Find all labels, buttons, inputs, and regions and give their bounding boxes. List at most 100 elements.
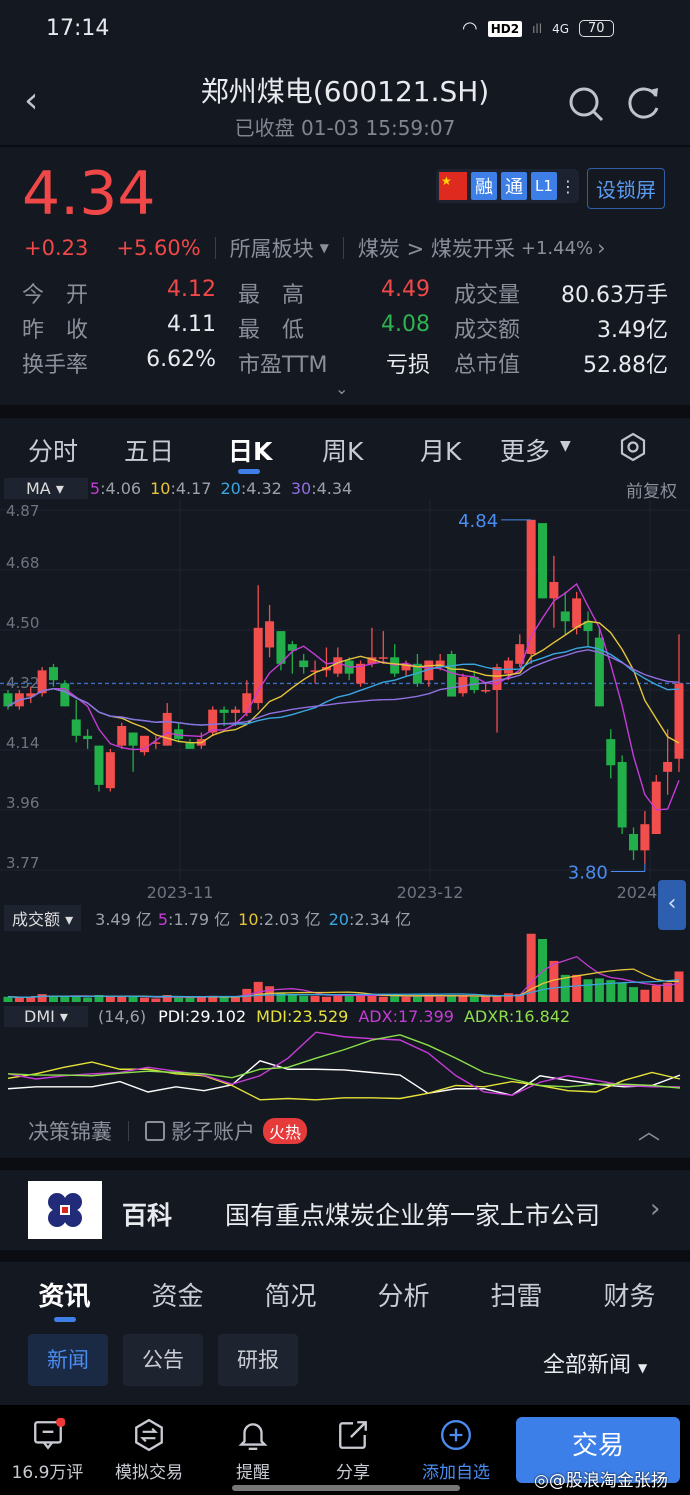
- vol-period: 10: [238, 910, 259, 929]
- connect-badge: 通: [501, 172, 527, 200]
- news-tab-4[interactable]: 扫雷: [490, 1282, 543, 1312]
- chevron-down-icon: ▼: [560, 438, 571, 454]
- news-tab-2[interactable]: 简况: [264, 1282, 317, 1312]
- nav-comment[interactable]: 16.9万评: [0, 1418, 95, 1483]
- news-filter-dropdown[interactable]: 全部新闻 ▼: [543, 1353, 648, 1378]
- news-tab-5[interactable]: 财务: [603, 1282, 656, 1312]
- news-tab-1[interactable]: 资金: [151, 1282, 204, 1312]
- volume-bar: [390, 995, 400, 1002]
- nav-bell[interactable]: 提醒: [203, 1418, 303, 1483]
- baike-label: 百科: [122, 1201, 173, 1230]
- stat-value: 4.49: [381, 277, 430, 302]
- volume-bar: [640, 989, 650, 1002]
- tab-0[interactable]: 分时: [28, 437, 79, 466]
- tab-1[interactable]: 五日: [124, 437, 175, 466]
- nav-add-circle[interactable]: 添加自选: [403, 1418, 509, 1483]
- ma-period: 30: [290, 478, 312, 498]
- status-icons: ◠ HD2 ıll 4G 70: [462, 18, 614, 39]
- candle-body: [265, 621, 275, 648]
- adjust-mode-button[interactable]: 前复权: [626, 482, 677, 502]
- wifi-icon: ◠: [462, 18, 478, 39]
- sector-dropdown[interactable]: 所属板块: [229, 237, 314, 261]
- news-subtab-0[interactable]: 新闻: [28, 1334, 108, 1386]
- volume-bar: [71, 995, 81, 1002]
- dmi-value: ADX:17.399: [358, 1007, 454, 1026]
- change-row: +0.23 +5.60% 所属板块 ▼ 煤炭 > 煤炭开采 +1.44% ›: [24, 233, 606, 263]
- ma5-line: [7, 582, 680, 811]
- collapse-chevron-icon[interactable]: ︿: [638, 1120, 661, 1145]
- stat-label: 成交量: [454, 283, 521, 308]
- expand-chevron-icon[interactable]: ⌄: [335, 379, 349, 398]
- badge-group[interactable]: ★ 融 通 L1 ⋮: [436, 169, 579, 203]
- volume-bar: [651, 985, 661, 1002]
- ma-selector[interactable]: MA ▾: [4, 477, 88, 499]
- ma-value: :4.32: [240, 478, 282, 498]
- sector-change: +1.44%: [520, 237, 594, 259]
- candle-body: [640, 824, 650, 851]
- vol-period: 5: [157, 910, 169, 929]
- mdi-line: [7, 1061, 681, 1101]
- tab-5[interactable]: 更多: [500, 437, 551, 466]
- search-icon[interactable]: [566, 84, 606, 124]
- volume-selector[interactable]: 成交额 ▾: [4, 905, 82, 931]
- candle-body: [663, 762, 673, 772]
- vol-legend-item: 10:2.03 亿: [238, 906, 320, 930]
- volume-bar: [674, 971, 684, 1002]
- volume-bar: [526, 933, 536, 1002]
- news-tab-0[interactable]: 资讯: [38, 1282, 91, 1312]
- adxr-line: [7, 1034, 681, 1089]
- company-logo: [28, 1181, 102, 1239]
- pdi-line: [7, 1060, 681, 1097]
- nav-label: 分享: [336, 1463, 370, 1483]
- volume-bar: [606, 980, 616, 1002]
- last-price: 4.34: [22, 159, 156, 229]
- dmi-chart[interactable]: [0, 1029, 690, 1105]
- candle-body: [287, 644, 297, 651]
- dmi-selector[interactable]: DMI ▾: [4, 1006, 88, 1027]
- candle-body: [105, 752, 115, 789]
- more-icon[interactable]: ⋮: [560, 176, 576, 196]
- news-subtab-2[interactable]: 研报: [218, 1334, 298, 1386]
- settings-icon[interactable]: [618, 432, 648, 462]
- candle-body: [299, 660, 309, 668]
- candle-body: [629, 834, 639, 851]
- nav-share[interactable]: 分享: [303, 1418, 403, 1483]
- nav-exchange[interactable]: 模拟交易: [95, 1418, 203, 1483]
- candle-body: [71, 719, 81, 736]
- china-flag-icon: ★: [439, 172, 467, 200]
- volume-chart[interactable]: [0, 930, 690, 1004]
- tab-4[interactable]: 月K: [420, 437, 462, 466]
- baike-card[interactable]: 百科 国有重点煤炭企业第一家上市公司 ›: [0, 1170, 690, 1250]
- volume-bar: [617, 982, 627, 1002]
- volume-bar: [583, 979, 593, 1002]
- trade-button[interactable]: 交易: [516, 1417, 680, 1483]
- price-change: +0.23: [24, 236, 89, 260]
- news-panel: [0, 1262, 690, 1405]
- volume-bar: [265, 986, 275, 1002]
- active-tab-indicator: [238, 469, 260, 474]
- volume-bar: [287, 994, 297, 1002]
- ma-legend-item: 30:4.34: [291, 479, 352, 498]
- dmi-value: MDI:23.529: [256, 1007, 349, 1026]
- lock-screen-button[interactable]: 设锁屏: [587, 168, 665, 209]
- volume-bar: [162, 995, 172, 1002]
- back-icon[interactable]: ‹: [24, 80, 39, 121]
- volume-bar: [174, 997, 184, 1002]
- shadow-account-link[interactable]: 影子账户: [171, 1120, 255, 1144]
- status-time: 17:14: [46, 16, 110, 41]
- decision-tips-link[interactable]: 决策锦囊: [28, 1120, 112, 1144]
- ma-value: :4.34: [311, 478, 353, 498]
- collapse-panel-button[interactable]: ‹: [658, 880, 686, 930]
- candle-body: [3, 693, 13, 707]
- ma30-line: [7, 649, 680, 726]
- volume-bar: [299, 995, 309, 1002]
- stat-value: 3.49亿: [597, 318, 668, 343]
- news-tab-3[interactable]: 分析: [377, 1282, 430, 1312]
- sector-path-link[interactable]: 煤炭 > 煤炭开采: [357, 237, 515, 261]
- refresh-icon[interactable]: [624, 84, 664, 124]
- news-subtab-1[interactable]: 公告: [123, 1334, 203, 1386]
- tab-2[interactable]: 日K: [228, 437, 273, 466]
- tab-3[interactable]: 周K: [322, 437, 364, 466]
- candle-body: [139, 735, 149, 753]
